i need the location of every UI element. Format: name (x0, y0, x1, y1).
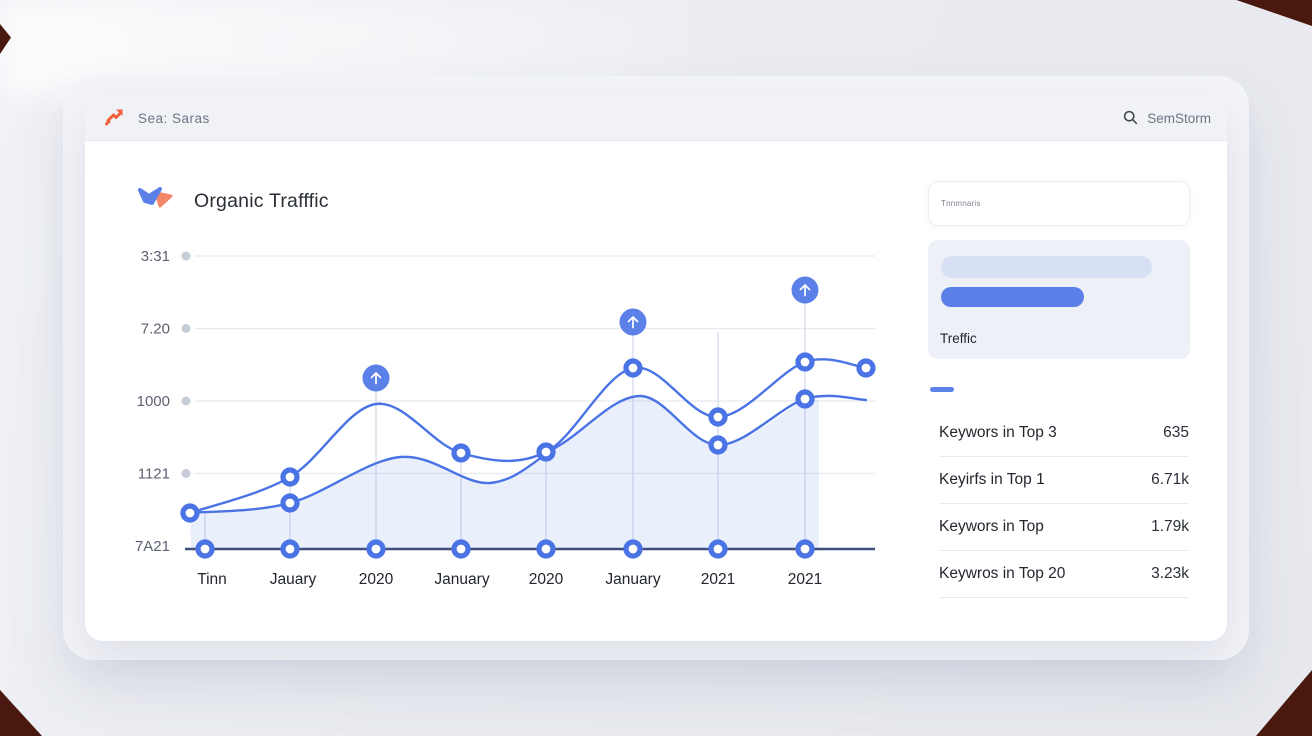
mini-info-label: Tnnmnaris (941, 199, 981, 208)
ribbon-icon (137, 185, 173, 217)
search-icon (1123, 110, 1138, 128)
app-window: Sea: Saras SemStorm Organic Trafffic 3:3… (85, 97, 1227, 641)
search-control[interactable]: SemStorm (1123, 110, 1211, 128)
svg-text:7.20: 7.20 (141, 321, 170, 338)
stat-label: Keywros in Top 20 (939, 565, 1066, 582)
progress-bar-active (941, 287, 1084, 307)
mini-info-card[interactable]: Tnnmnaris (928, 181, 1190, 226)
page-title: Organic Trafffic (194, 189, 329, 212)
summary-label: Treffic (940, 331, 977, 346)
svg-text:7A21: 7A21 (135, 538, 170, 555)
stat-row: Keywors in Top 1.79k (939, 504, 1189, 551)
stat-label: Keywors in Top (939, 518, 1044, 535)
stat-row: Keywors in Top 3 635 (939, 410, 1189, 457)
svg-text:2021: 2021 (701, 571, 735, 588)
chart-header: Organic Trafffic (137, 185, 329, 217)
accent-dash (930, 387, 954, 392)
decor-corner-bottom-right (1256, 670, 1312, 736)
stat-value: 6.71k (1151, 471, 1189, 488)
svg-text:2020: 2020 (359, 571, 394, 588)
svg-text:1000: 1000 (137, 393, 170, 410)
stat-row: Keywros in Top 20 3.23k (939, 551, 1189, 598)
svg-text:January: January (434, 571, 489, 588)
search-label: SemStorm (1147, 111, 1211, 126)
svg-text:Jauary: Jauary (270, 571, 317, 588)
svg-text:1121: 1121 (138, 466, 170, 483)
progress-bar-muted (941, 256, 1152, 278)
workspace-label: Sea: Saras (138, 111, 210, 126)
svg-text:January: January (605, 571, 660, 588)
keyword-stats-list: Keywors in Top 3 635 Keyirfs in Top 1 6.71k… (939, 410, 1189, 598)
topbar: Sea: Saras SemStorm (85, 97, 1227, 141)
trending-up-icon (104, 106, 124, 131)
decor-corner-top-left (0, 24, 11, 54)
organic-traffic-chart: 3:31 7.20 1000 1121 7A21 Tinn Jauary 2020 Januar… (135, 248, 876, 588)
decor-corner-bottom-left (0, 690, 42, 736)
stat-row: Keyirfs in Top 1 6.71k (939, 457, 1189, 504)
svg-text:2020: 2020 (529, 571, 564, 588)
traffic-summary-card: Treffic (928, 240, 1190, 359)
svg-text:Tinn: Tinn (197, 571, 227, 588)
stat-value: 1.79k (1151, 518, 1189, 535)
svg-text:3:31: 3:31 (141, 248, 170, 265)
stat-value: 3.23k (1151, 565, 1189, 582)
stat-value: 635 (1163, 424, 1189, 441)
stat-label: Keyirfs in Top 1 (939, 471, 1045, 488)
svg-text:2021: 2021 (788, 571, 822, 588)
stat-label: Keywors in Top 3 (939, 424, 1057, 441)
